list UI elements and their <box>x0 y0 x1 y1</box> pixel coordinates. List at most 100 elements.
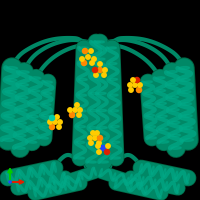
Ellipse shape <box>17 109 27 111</box>
Ellipse shape <box>89 91 99 95</box>
Ellipse shape <box>99 168 103 176</box>
Ellipse shape <box>88 144 97 146</box>
Point <box>70 113 74 117</box>
Ellipse shape <box>168 96 179 99</box>
Point <box>97 150 101 154</box>
Point <box>98 68 102 72</box>
Ellipse shape <box>18 171 21 180</box>
Ellipse shape <box>179 90 192 94</box>
Point <box>91 131 95 135</box>
Ellipse shape <box>75 156 85 160</box>
Ellipse shape <box>30 90 40 92</box>
Ellipse shape <box>27 127 38 131</box>
Ellipse shape <box>52 177 55 184</box>
Ellipse shape <box>187 174 189 182</box>
Point <box>98 136 102 140</box>
Ellipse shape <box>16 184 20 192</box>
Ellipse shape <box>141 177 144 184</box>
Ellipse shape <box>27 141 37 143</box>
Ellipse shape <box>6 79 17 81</box>
Ellipse shape <box>114 179 118 187</box>
Ellipse shape <box>155 77 165 79</box>
Ellipse shape <box>79 46 89 50</box>
Ellipse shape <box>92 41 100 43</box>
Ellipse shape <box>88 126 98 130</box>
Ellipse shape <box>76 125 86 129</box>
Ellipse shape <box>2 126 15 130</box>
Ellipse shape <box>147 126 156 128</box>
Ellipse shape <box>43 92 52 94</box>
Point <box>68 108 72 112</box>
Point <box>133 83 137 87</box>
Point <box>50 116 54 120</box>
Ellipse shape <box>140 182 142 188</box>
Ellipse shape <box>165 182 168 189</box>
Ellipse shape <box>153 179 156 187</box>
Ellipse shape <box>159 141 169 143</box>
Ellipse shape <box>44 81 52 83</box>
Ellipse shape <box>182 139 194 141</box>
Ellipse shape <box>28 182 31 189</box>
Ellipse shape <box>40 137 48 139</box>
Ellipse shape <box>31 76 41 80</box>
Ellipse shape <box>97 91 107 95</box>
Ellipse shape <box>90 75 99 77</box>
Ellipse shape <box>54 164 56 172</box>
Point <box>102 73 106 77</box>
Point <box>94 73 98 77</box>
Ellipse shape <box>115 179 117 187</box>
Ellipse shape <box>90 74 100 78</box>
Ellipse shape <box>34 189 36 197</box>
Point <box>50 125 54 129</box>
Ellipse shape <box>168 108 180 112</box>
Ellipse shape <box>79 63 88 65</box>
Ellipse shape <box>4 90 17 94</box>
Point <box>129 88 133 92</box>
Ellipse shape <box>139 163 143 173</box>
Point <box>137 88 141 92</box>
Point <box>83 49 87 53</box>
Ellipse shape <box>78 77 88 81</box>
Ellipse shape <box>78 78 87 81</box>
Ellipse shape <box>30 89 41 93</box>
Ellipse shape <box>6 67 18 69</box>
Point <box>93 68 97 72</box>
Ellipse shape <box>78 62 88 66</box>
Ellipse shape <box>158 127 169 131</box>
Ellipse shape <box>4 102 16 106</box>
Ellipse shape <box>93 168 97 176</box>
Ellipse shape <box>17 184 19 192</box>
Ellipse shape <box>18 171 22 180</box>
Ellipse shape <box>51 176 55 185</box>
Ellipse shape <box>157 114 168 119</box>
Ellipse shape <box>39 136 49 140</box>
Ellipse shape <box>180 114 193 118</box>
Ellipse shape <box>158 115 167 118</box>
Ellipse shape <box>182 127 193 129</box>
Point <box>101 146 105 150</box>
Ellipse shape <box>139 181 143 189</box>
Ellipse shape <box>182 138 194 142</box>
Ellipse shape <box>28 114 39 119</box>
Ellipse shape <box>180 91 191 93</box>
Ellipse shape <box>88 161 96 163</box>
Ellipse shape <box>110 125 120 129</box>
Ellipse shape <box>4 103 16 105</box>
Point <box>103 68 107 72</box>
Ellipse shape <box>167 71 177 73</box>
Ellipse shape <box>15 133 27 138</box>
Point <box>105 150 109 154</box>
Ellipse shape <box>130 174 132 182</box>
Ellipse shape <box>6 66 18 70</box>
Ellipse shape <box>89 109 99 113</box>
Ellipse shape <box>113 173 116 180</box>
Ellipse shape <box>29 115 38 118</box>
Ellipse shape <box>98 143 108 147</box>
Ellipse shape <box>16 108 28 112</box>
Ellipse shape <box>30 102 39 105</box>
Ellipse shape <box>41 102 51 106</box>
Ellipse shape <box>48 185 52 194</box>
Point <box>135 78 139 82</box>
Ellipse shape <box>108 62 118 66</box>
Ellipse shape <box>158 128 168 130</box>
